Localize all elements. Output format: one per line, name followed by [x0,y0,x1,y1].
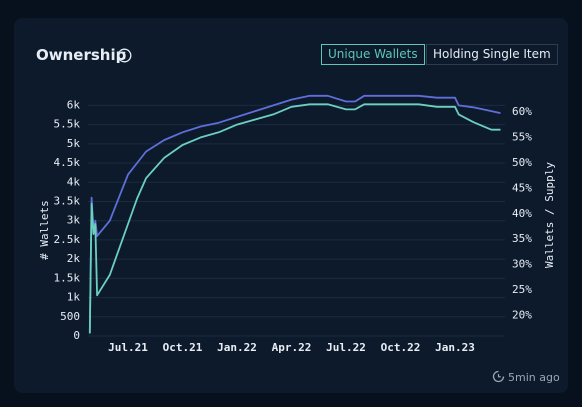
y-tick-label: 5k [67,137,81,150]
y2-tick-label: 50% [512,156,532,169]
updated: 5min ago [508,371,560,384]
y-tick-label: 4.5k [54,156,81,169]
y-tick-label: 2.5k [54,233,81,246]
y2-axis-label: Wallets / Supply [543,162,556,268]
x-tick-label: Jul.22 [326,341,366,354]
info-icon[interactable] [117,48,132,63]
y-tick-label: 0 [73,329,80,342]
y2-tick-label: 25% [512,283,532,296]
y2-tick-label: 35% [512,232,532,245]
y-tick-label: 1k [67,291,81,304]
y-tick-label: 1.5k [54,271,81,284]
toggle-unique[interactable]: Unique Wallets [321,44,425,65]
y-tick-label: 6k [67,98,81,111]
line [88,94,501,333]
y2-tick-label: 30% [512,258,532,271]
clock-icon [492,370,505,383]
y-tick-label: 3.5k [54,194,81,207]
toggle-single[interactable]: Holding Single Item [426,44,558,65]
y-axis-label: # Wallets [38,200,51,260]
y2-tick-label: 45% [512,181,532,194]
line [88,103,501,334]
y2-tick-label: 60% [512,105,532,118]
y-tick-label: 500 [60,310,80,323]
title: Ownership [36,46,127,64]
y2-tick-label: 40% [512,207,532,220]
y2-tick-label: 55% [512,130,532,143]
y-tick-label: 3k [67,214,81,227]
x-tick-label: Oct.22 [381,341,421,354]
card: Ownership Unique Wallets Holding Single … [14,18,568,393]
x-tick-label: Jan.23 [435,341,475,354]
y-tick-label: 2k [67,252,81,265]
y2-tick-label: 20% [512,309,532,322]
x-tick-label: Jul.21 [108,341,148,354]
x-tick-label: Jan.22 [217,341,257,354]
x-tick-label: Oct.21 [163,341,203,354]
x-tick-label: Apr.22 [272,341,312,354]
y-tick-label: 4k [67,175,81,188]
y-tick-label: 5.5k [54,118,81,131]
